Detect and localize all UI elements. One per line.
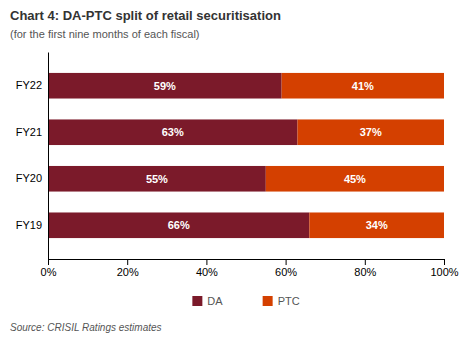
data-label: 41%: [352, 80, 374, 92]
bars: [48, 73, 444, 238]
data-label: 66%: [168, 219, 190, 231]
data-label: 34%: [366, 219, 388, 231]
x-tick-label: 80%: [354, 266, 376, 278]
x-tick-label: 40%: [196, 266, 218, 278]
legend-swatch: [192, 296, 202, 306]
x-tick-label: 0%: [41, 266, 57, 278]
x-tick: 40%: [196, 259, 218, 278]
x-tick-label: 100%: [430, 266, 458, 278]
bar: [282, 73, 444, 99]
x-tick: 80%: [354, 259, 376, 278]
x-tick-mark: [48, 259, 49, 265]
y-tick-label: FY20: [16, 172, 42, 184]
y-tick-label: FY21: [16, 126, 42, 138]
bar: [297, 119, 444, 145]
bar: [266, 166, 444, 192]
x-tick-label: 20%: [117, 266, 139, 278]
y-tick: FY20: [16, 172, 42, 184]
subtitle: (for the first nine months of each fisca…: [10, 28, 200, 40]
y-tick: FY22: [16, 79, 42, 91]
y-axis-line: [48, 53, 49, 260]
legend-label: DA: [207, 295, 223, 307]
bar: [48, 166, 266, 192]
title: Chart 4: DA-PTC split of retail securiti…: [10, 8, 281, 23]
legend-item: DA: [192, 295, 223, 307]
y-tick: FY21: [16, 126, 42, 138]
data-label: 55%: [146, 173, 168, 185]
x-tick: 100%: [430, 259, 458, 278]
data-label: 63%: [162, 126, 184, 138]
x-tick-mark: [365, 259, 366, 265]
x-axis-line: [49, 260, 445, 266]
annotation: Source: CRISIL Ratings estimates: [10, 322, 162, 333]
data-labels: 59% 63% 55% 66% 41% 37% 45% 34%: [146, 80, 388, 232]
x-tick-label: 60%: [275, 266, 297, 278]
x-tick: 20%: [117, 259, 139, 278]
x-axis: 0% 20% 40% 60% 80% 100%: [41, 259, 459, 278]
x-tick: 0%: [41, 259, 57, 278]
data-label: 59%: [154, 80, 176, 92]
bar: [309, 212, 444, 238]
x-tick: 60%: [275, 259, 297, 278]
chart: Chart 4: DA-PTC split of retail securiti…: [0, 0, 466, 341]
legend-label: PTC: [278, 295, 300, 307]
bar: [48, 212, 309, 238]
legend: DA PTC: [192, 295, 299, 307]
legend-swatch: [263, 296, 273, 306]
y-tick: FY19: [16, 219, 42, 231]
y-tick-label: FY19: [16, 219, 42, 231]
data-label: 37%: [360, 126, 382, 138]
x-tick-mark: [444, 259, 445, 265]
y-axis: FY22 FY21 FY20 FY19: [16, 53, 49, 260]
plot: 59% 63% 55% 66% 41% 37% 45% 34% 0% 20% 40% 60% 80% 10…: [16, 53, 459, 278]
x-tick-mark: [206, 259, 207, 265]
x-tick-mark: [127, 259, 128, 265]
y-tick-label: FY22: [16, 79, 42, 91]
data-label: 45%: [344, 173, 366, 185]
legend-item: PTC: [263, 295, 300, 307]
x-tick-mark: [286, 259, 287, 265]
bar: [48, 73, 282, 99]
bar: [48, 119, 297, 145]
